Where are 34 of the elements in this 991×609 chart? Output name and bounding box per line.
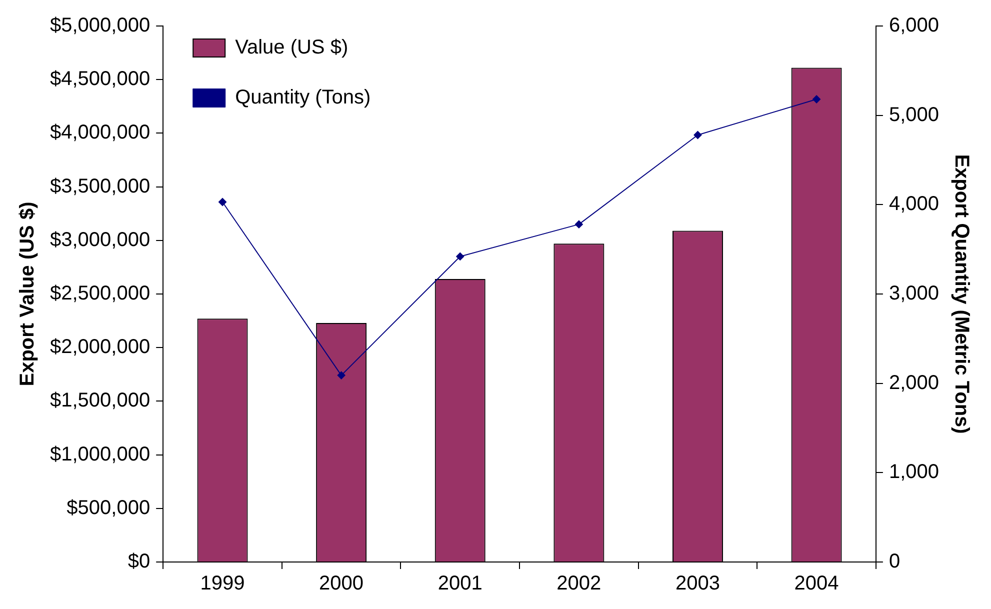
x-tick-label: 1999 [200,572,245,595]
legend-label: Value (US $) [235,36,348,59]
y-axis-title: Export Value (US $) [16,202,39,386]
y-tick-label: $2,500,000 [50,282,150,305]
y-tick-label: $1,500,000 [50,390,150,412]
y2-tick-label: 1,000 [888,461,940,484]
y2-tick-label: 6,000 [888,14,940,37]
y-tick-label: $4,000,000 [50,122,150,144]
point [694,130,702,139]
x-tick-label: 2004 [794,572,839,595]
y-tick-label: $2,000,000 [50,336,150,358]
y-tick-label: $3,000,000 [50,228,150,251]
y-tick-label: $500,000 [66,496,150,519]
y-tick-label: $0 [128,550,150,573]
y2-tick-label: 3,000 [888,282,940,305]
point [456,252,464,260]
x-tick-label: 2002 [556,572,602,595]
y-tick-label: $5,000,000 [50,14,150,37]
x-tick-label: 2003 [675,572,720,595]
y2-tick-label: 5,000 [888,104,940,126]
point [812,95,821,104]
y2-axis-title: Export Quantity (Metric Tons) [950,154,972,434]
y2-tick-label: 4,000 [888,193,940,216]
y2-tick-label: 2,000 [888,372,940,394]
point [337,371,346,380]
point [574,220,583,228]
x-tick-label: 2001 [438,572,482,595]
legend-label: Quantity (Tons) [235,86,371,109]
x-tick-label: 2000 [319,572,364,595]
y-tick-label: $4,500,000 [50,68,150,90]
y-tick-label: $1,000,000 [50,443,150,466]
y-tick-label: $3,500,000 [50,175,150,198]
y2-tick-label: 0 [888,550,900,573]
point [218,198,226,206]
